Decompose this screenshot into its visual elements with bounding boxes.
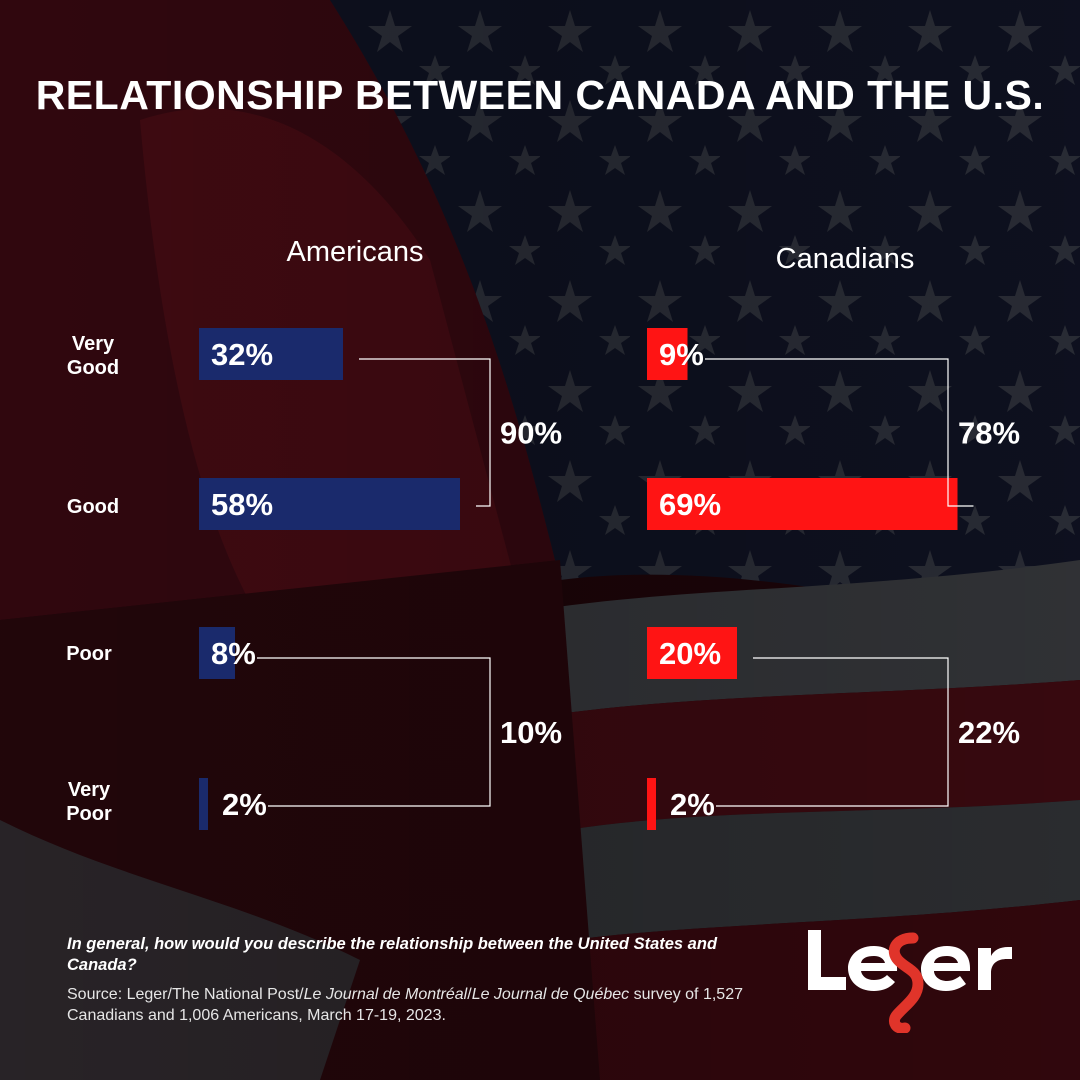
canadians-value-label-poor: 20% (659, 636, 721, 671)
americans-total-label-negative: 10% (500, 715, 562, 750)
americans-bracket-negative (257, 657, 491, 807)
canadians-total-label-negative: 22% (958, 715, 1020, 750)
americans-bar-good (199, 478, 460, 530)
source-separator: / (467, 986, 472, 1003)
row-label-very-good-line2: Good (66, 357, 120, 379)
leger-logo (808, 930, 1012, 1033)
americans-value-label-poor: 8% (211, 636, 256, 671)
canadians-value-label-very-good: 9% (659, 337, 704, 372)
row-label-very-poor-line2: Poor (66, 803, 112, 825)
source-journal-montreal: Le Journal de Montréal (303, 986, 468, 1003)
source-note: Source: Leger/The National Post/Le Journ… (67, 984, 787, 1026)
americans-total-label-positive: 90% (500, 416, 562, 451)
source-suffix: survey of 1,527 Canadians and 1,006 Amer… (67, 986, 743, 1024)
americans-bar-very-good (199, 328, 343, 380)
americans-value-label-very-good: 32% (211, 337, 273, 372)
canadians-value-label-very-poor: 2% (670, 787, 715, 822)
row-label-very-good-line1: Very (71, 333, 115, 355)
series-header-canadians: Canadians (775, 243, 915, 275)
row-label-very-poor-line1: Very (67, 779, 111, 801)
source-journal-quebec: Le Journal de Québec (471, 986, 630, 1003)
canadians-value-label-good: 69% (659, 487, 721, 522)
canadians-bracket-negative (716, 657, 949, 807)
americans-bracket-positive (359, 358, 491, 507)
americans-bar-very-poor (199, 778, 208, 830)
source-prefix: Source: Leger/The National Post/ (67, 986, 304, 1003)
row-label-very-poor: Very Poor (46, 778, 132, 826)
canadians-bracket-positive (705, 358, 974, 507)
chart-title: RELATIONSHIP BETWEEN CANADA AND THE U.S. (35, 72, 1045, 118)
canadians-bar-very-poor (647, 778, 656, 830)
row-label-poor: Poor (46, 642, 132, 666)
series-header-americans: Americans (286, 236, 424, 268)
canadians-bar-very-good (647, 328, 688, 380)
americans-bar-poor (199, 627, 235, 679)
row-label-good: Good (50, 495, 136, 519)
survey-question: In general, how would you describe the r… (67, 935, 718, 974)
row-label-poor-line1: Poor (66, 643, 112, 665)
canadians-bar-good (647, 478, 958, 530)
row-label-very-good: Very Good (50, 332, 136, 380)
americans-value-label-good: 58% (211, 487, 273, 522)
americans-value-label-very-poor: 2% (222, 787, 267, 822)
canadians-bar-poor (647, 627, 737, 679)
row-label-good-line1: Good (66, 496, 120, 518)
canadians-total-label-positive: 78% (958, 416, 1020, 451)
